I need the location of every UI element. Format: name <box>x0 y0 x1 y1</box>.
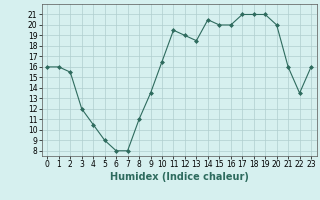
X-axis label: Humidex (Indice chaleur): Humidex (Indice chaleur) <box>110 172 249 182</box>
